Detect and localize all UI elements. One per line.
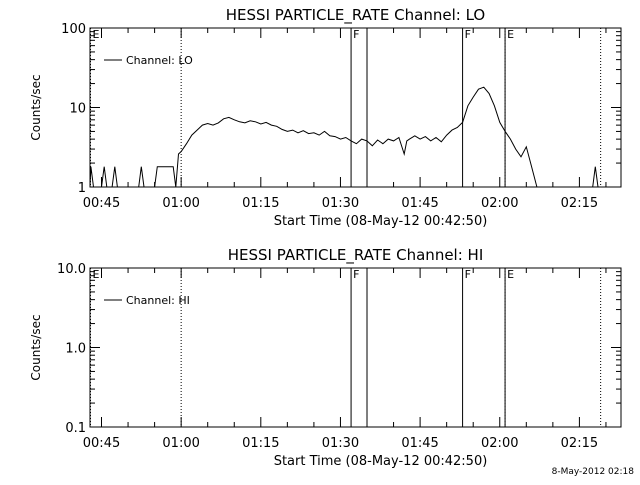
time-marker-label: F (353, 268, 359, 281)
x-tick-label: 02:00 (481, 196, 518, 211)
y-axis-label: Counts/sec (29, 314, 43, 380)
hi-channel-panel: HESSI PARTICLE_RATE Channel: HI Counts/se… (29, 246, 622, 469)
y-tick-label: 10.0 (57, 262, 86, 277)
y-tick-label: 0.1 (65, 421, 86, 436)
x-axis-label: Start Time (08-May-12 00:42:50) (274, 214, 488, 229)
generation-timestamp: 8-May-2012 02:18 (551, 467, 634, 477)
plot-frame (89, 267, 622, 428)
x-tick-label: 00:45 (83, 436, 120, 451)
x-axis-label: Start Time (08-May-12 00:42:50) (274, 454, 488, 469)
time-marker-label: E (93, 268, 100, 281)
y-tick-label: 100 (61, 22, 86, 37)
y-axis-label: Counts/sec (29, 74, 43, 140)
y-tick-label: 10 (69, 102, 86, 117)
time-marker-label: E (93, 28, 100, 41)
chart-title: HESSI PARTICLE_RATE Channel: LO (226, 6, 485, 25)
x-tick-label: 01:15 (242, 436, 279, 451)
lo-channel-panel: HESSI PARTICLE_RATE Channel: LO Counts/se… (29, 6, 622, 229)
x-tick-label: 02:00 (481, 436, 518, 451)
x-tick-label: 01:15 (242, 196, 279, 211)
y-tick-label: 1 (78, 181, 86, 196)
time-marker-label: F (353, 28, 359, 41)
time-marker-label: F (465, 268, 471, 281)
y-tick-label: 1.0 (65, 342, 86, 357)
chart-title: HESSI PARTICLE_RATE Channel: HI (228, 246, 484, 265)
x-tick-label: 01:00 (162, 196, 199, 211)
x-tick-label: 01:30 (322, 196, 359, 211)
x-tick-label: 01:30 (322, 436, 359, 451)
time-marker-label: E (507, 268, 514, 281)
x-tick-label: 00:45 (83, 196, 120, 211)
plot-frame (89, 27, 622, 188)
legend-label: Channel: HI (126, 294, 190, 307)
x-tick-label: 02:15 (561, 436, 598, 451)
x-tick-label: 01:45 (401, 196, 438, 211)
x-tick-label: 01:45 (401, 436, 438, 451)
time-marker-label: F (465, 28, 471, 41)
legend-label: Channel: LO (126, 54, 193, 67)
x-tick-label: 01:00 (162, 436, 199, 451)
series-line (89, 86, 599, 188)
time-marker-label: E (507, 28, 514, 41)
x-tick-label: 02:15 (561, 196, 598, 211)
